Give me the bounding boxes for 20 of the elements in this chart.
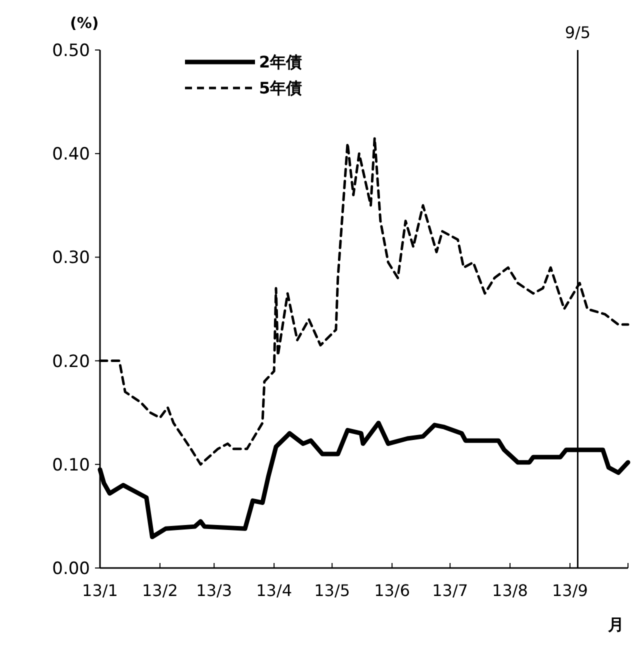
y-axis-title: (%) [70,14,99,32]
x-tick-label: 13/7 [432,581,468,600]
x-tick-label: 13/9 [552,581,588,600]
ref-line-label: 9/5 [564,23,591,42]
x-tick-label: 13/4 [256,581,292,600]
x-tick-label: 13/3 [196,581,232,600]
y-tick-label: 0.20 [52,352,90,372]
y-tick-label: 0.40 [52,144,90,165]
x-tick-label: 13/8 [492,581,528,600]
legend-label: 2年債 [259,52,302,72]
x-tick-label: 13/6 [374,581,410,600]
y-tick-label: 0.00 [52,558,90,579]
x-axis-title: 月 [607,615,624,634]
y-tick-label: 0.10 [52,455,90,476]
y-tick-label: 0.30 [52,248,90,268]
x-tick-label: 13/2 [142,581,178,600]
y-tick-label: 0.50 [52,40,90,61]
x-tick-label: 13/5 [314,581,350,600]
legend-label: 5年債 [259,78,302,98]
x-tick-label: 13/1 [82,581,118,600]
